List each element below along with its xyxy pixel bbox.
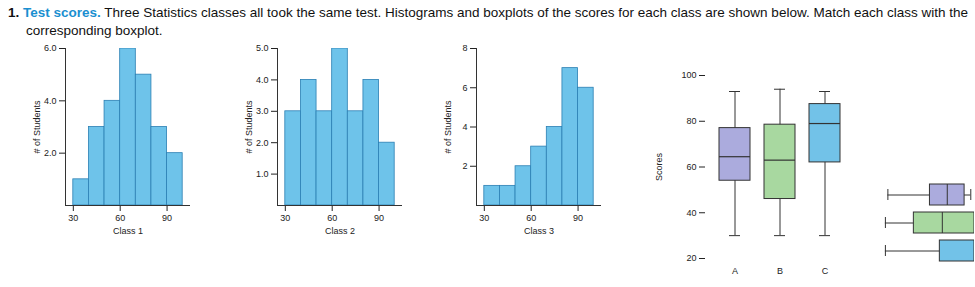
svg-text:40: 40 (686, 208, 696, 218)
svg-text:2: 2 (462, 161, 467, 171)
svg-text:90: 90 (573, 213, 583, 223)
svg-text:80: 80 (686, 116, 696, 126)
svg-text:6: 6 (462, 83, 467, 93)
svg-text:Scores: Scores (654, 152, 664, 181)
svg-text:30: 30 (479, 213, 489, 223)
svg-text:C: C (822, 266, 829, 276)
svg-text:100: 100 (681, 70, 696, 80)
svg-text:30: 30 (280, 213, 290, 223)
svg-text:4: 4 (462, 122, 467, 132)
svg-text:# of Students: # of Students (32, 100, 42, 154)
svg-text:8: 8 (462, 43, 467, 53)
svg-text:60: 60 (115, 213, 125, 223)
svg-text:60: 60 (327, 213, 337, 223)
svg-text:Class 3: Class 3 (524, 226, 554, 236)
svg-text:4.0: 4.0 (256, 75, 269, 85)
svg-text:A: A (732, 266, 738, 276)
svg-text:4.0: 4.0 (44, 96, 57, 106)
svg-text:# of Students: # of Students (244, 100, 254, 154)
svg-text:2.0: 2.0 (256, 138, 269, 148)
svg-text:60: 60 (686, 162, 696, 172)
svg-text:20: 20 (686, 253, 696, 263)
svg-text:Class 1: Class 1 (113, 226, 143, 236)
svg-text:5.0: 5.0 (256, 43, 269, 53)
svg-text:90: 90 (162, 213, 172, 223)
svg-text:# of Students: # of Students (443, 100, 453, 154)
svg-text:30: 30 (68, 213, 78, 223)
svg-text:Class 2: Class 2 (325, 226, 355, 236)
svg-text:B: B (777, 266, 783, 276)
svg-text:3.0: 3.0 (256, 106, 269, 116)
svg-text:90: 90 (374, 213, 384, 223)
svg-text:1.0: 1.0 (256, 169, 269, 179)
html-text:1. Test scores. Three Statisti: 1. Test scores. Three Statistics classes… (8, 5, 968, 38)
svg-text:2.0: 2.0 (44, 148, 57, 158)
svg-text:6.0: 6.0 (44, 43, 57, 53)
svg-text:60: 60 (526, 213, 536, 223)
